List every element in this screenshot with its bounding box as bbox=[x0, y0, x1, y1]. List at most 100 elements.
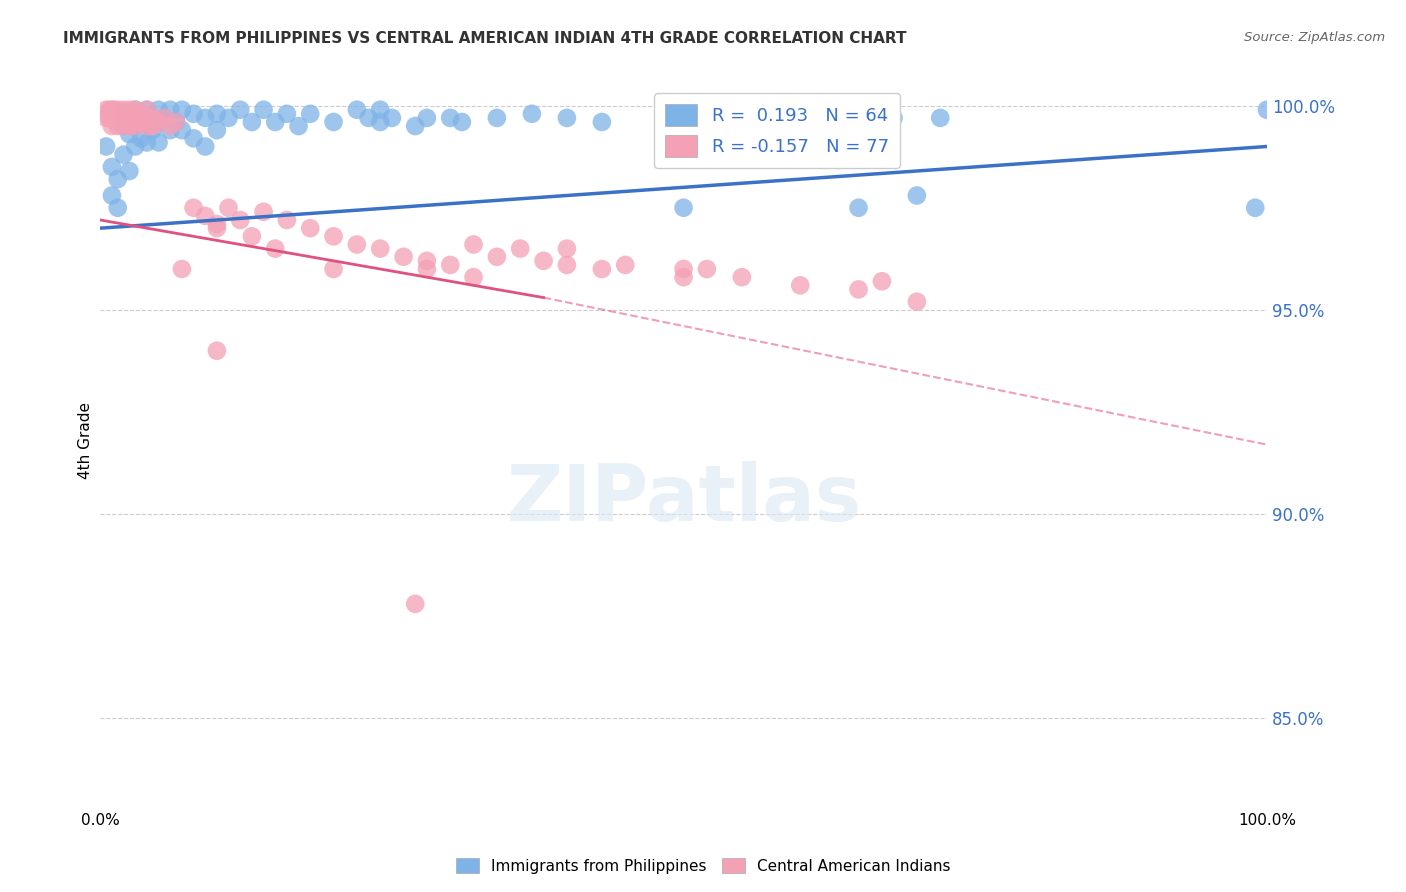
Text: Source: ZipAtlas.com: Source: ZipAtlas.com bbox=[1244, 31, 1385, 45]
Point bbox=[555, 242, 578, 256]
Point bbox=[124, 119, 146, 133]
Point bbox=[485, 111, 508, 125]
Point bbox=[142, 119, 165, 133]
Point bbox=[153, 111, 176, 125]
Point bbox=[276, 107, 298, 121]
Point bbox=[555, 258, 578, 272]
Point bbox=[127, 107, 149, 121]
Point bbox=[118, 119, 141, 133]
Point bbox=[439, 258, 461, 272]
Point bbox=[183, 201, 205, 215]
Point bbox=[148, 103, 170, 117]
Point bbox=[142, 111, 165, 125]
Point bbox=[124, 111, 146, 125]
Point bbox=[485, 250, 508, 264]
Point bbox=[115, 107, 138, 121]
Point bbox=[696, 262, 718, 277]
Point bbox=[205, 217, 228, 231]
Point bbox=[520, 107, 543, 121]
Point bbox=[94, 139, 117, 153]
Point bbox=[101, 111, 124, 125]
Point bbox=[107, 103, 129, 117]
Point bbox=[135, 115, 157, 129]
Point bbox=[142, 123, 165, 137]
Point bbox=[112, 111, 135, 125]
Point bbox=[194, 111, 217, 125]
Point bbox=[118, 111, 141, 125]
Point bbox=[591, 262, 613, 277]
Point bbox=[194, 209, 217, 223]
Point bbox=[672, 270, 695, 285]
Point bbox=[205, 343, 228, 358]
Point bbox=[381, 111, 404, 125]
Point bbox=[112, 119, 135, 133]
Point bbox=[165, 115, 187, 129]
Point bbox=[252, 204, 274, 219]
Point bbox=[135, 136, 157, 150]
Point bbox=[252, 103, 274, 117]
Point bbox=[112, 107, 135, 121]
Text: IMMIGRANTS FROM PHILIPPINES VS CENTRAL AMERICAN INDIAN 4TH GRADE CORRELATION CHA: IMMIGRANTS FROM PHILIPPINES VS CENTRAL A… bbox=[63, 31, 907, 46]
Point bbox=[229, 103, 252, 117]
Point bbox=[1244, 201, 1267, 215]
Point bbox=[148, 136, 170, 150]
Point bbox=[322, 115, 344, 129]
Point bbox=[98, 103, 121, 117]
Point bbox=[127, 115, 149, 129]
Point bbox=[322, 229, 344, 244]
Point bbox=[148, 115, 170, 129]
Point bbox=[122, 111, 145, 125]
Legend: R =  0.193   N = 64, R = -0.157   N = 77: R = 0.193 N = 64, R = -0.157 N = 77 bbox=[654, 93, 900, 168]
Point bbox=[287, 119, 309, 133]
Point bbox=[299, 107, 322, 121]
Point bbox=[124, 139, 146, 153]
Point bbox=[107, 111, 129, 125]
Point bbox=[883, 111, 905, 125]
Point bbox=[183, 107, 205, 121]
Point bbox=[170, 262, 193, 277]
Point bbox=[107, 201, 129, 215]
Point bbox=[218, 111, 240, 125]
Legend: Immigrants from Philippines, Central American Indians: Immigrants from Philippines, Central Ame… bbox=[450, 852, 956, 880]
Point bbox=[299, 221, 322, 235]
Point bbox=[112, 147, 135, 161]
Point bbox=[416, 253, 439, 268]
Point bbox=[135, 103, 157, 117]
Point bbox=[170, 103, 193, 117]
Point bbox=[416, 111, 439, 125]
Point bbox=[1256, 103, 1278, 117]
Point bbox=[170, 123, 193, 137]
Point bbox=[368, 103, 391, 117]
Point bbox=[357, 111, 380, 125]
Point bbox=[101, 103, 124, 117]
Point bbox=[346, 103, 368, 117]
Point bbox=[416, 262, 439, 277]
Point bbox=[112, 119, 135, 133]
Point bbox=[112, 103, 135, 117]
Point bbox=[103, 103, 125, 117]
Point bbox=[905, 188, 928, 202]
Point bbox=[848, 201, 870, 215]
Point bbox=[94, 103, 117, 117]
Point bbox=[115, 115, 138, 129]
Point bbox=[929, 111, 952, 125]
Point bbox=[789, 278, 811, 293]
Point bbox=[392, 250, 415, 264]
Point bbox=[439, 111, 461, 125]
Point bbox=[148, 115, 170, 129]
Point bbox=[98, 111, 121, 125]
Point bbox=[118, 103, 141, 117]
Point bbox=[135, 111, 157, 125]
Point bbox=[368, 242, 391, 256]
Point bbox=[555, 111, 578, 125]
Point bbox=[205, 107, 228, 121]
Point bbox=[218, 201, 240, 215]
Point bbox=[165, 115, 187, 129]
Point bbox=[135, 103, 157, 117]
Point bbox=[94, 111, 117, 125]
Point bbox=[129, 107, 152, 121]
Point bbox=[404, 597, 426, 611]
Point bbox=[101, 188, 124, 202]
Point bbox=[240, 229, 263, 244]
Point bbox=[153, 111, 176, 125]
